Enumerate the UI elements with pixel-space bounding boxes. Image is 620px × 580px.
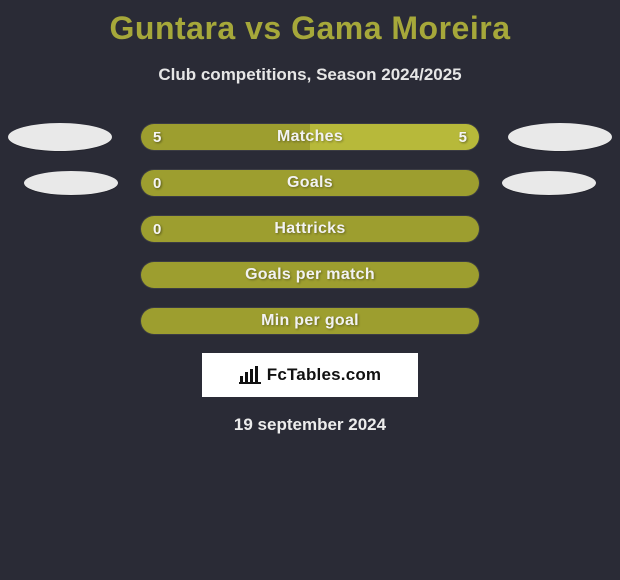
source-logo-text: FcTables.com bbox=[267, 365, 382, 385]
stat-bar: 0Hattricks bbox=[140, 215, 480, 243]
source-logo: FcTables.com bbox=[202, 353, 418, 397]
comparison-row: 0Hattricks bbox=[0, 215, 620, 243]
player-marker-left bbox=[8, 123, 112, 151]
stat-bar: 0Goals bbox=[140, 169, 480, 197]
comparison-subtitle: Club competitions, Season 2024/2025 bbox=[0, 65, 620, 85]
comparison-row: Goals per match bbox=[0, 261, 620, 289]
bar-chart-icon bbox=[239, 366, 261, 384]
stat-bar: Goals per match bbox=[140, 261, 480, 289]
stat-bar: 55Matches bbox=[140, 123, 480, 151]
player-marker-right bbox=[508, 123, 612, 151]
player-marker-right bbox=[502, 171, 596, 195]
comparison-row: Min per goal bbox=[0, 307, 620, 335]
player-marker-left bbox=[24, 171, 118, 195]
stat-label: Min per goal bbox=[141, 308, 479, 334]
stat-label: Matches bbox=[141, 124, 479, 150]
stat-label: Goals bbox=[141, 170, 479, 196]
comparison-row: 55Matches bbox=[0, 123, 620, 151]
comparison-row: 0Goals bbox=[0, 169, 620, 197]
comparison-title: Guntara vs Gama Moreira bbox=[0, 0, 620, 47]
stat-label: Hattricks bbox=[141, 216, 479, 242]
stat-label: Goals per match bbox=[141, 262, 479, 288]
snapshot-date: 19 september 2024 bbox=[0, 415, 620, 435]
comparison-rows: 55Matches 0Goals 0Hattricks Goals per match… bbox=[0, 123, 620, 335]
stat-bar: Min per goal bbox=[140, 307, 480, 335]
